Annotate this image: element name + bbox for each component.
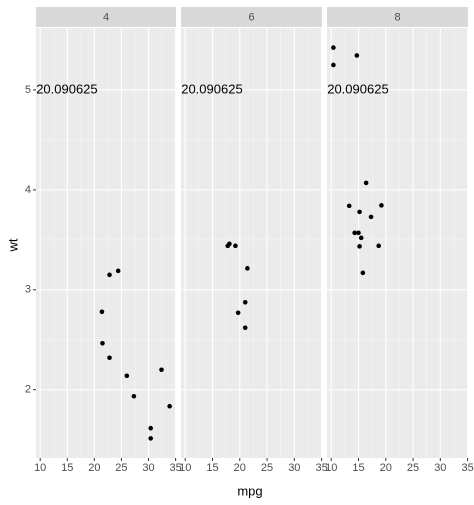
point bbox=[352, 230, 357, 236]
x-tick-label: 20 bbox=[380, 462, 392, 474]
x-tick-label: 15 bbox=[352, 462, 364, 474]
point bbox=[368, 214, 374, 220]
x-tick-label: 20 bbox=[234, 462, 246, 474]
point bbox=[167, 403, 172, 409]
x-tick-label: 30 bbox=[434, 462, 446, 474]
x-tick-label: 30 bbox=[142, 462, 154, 474]
point bbox=[148, 436, 153, 441]
x-tick-label: 15 bbox=[61, 462, 73, 474]
panel bbox=[36, 28, 176, 458]
y-tick-label: 4 bbox=[25, 184, 31, 196]
x-tick-label: 20 bbox=[88, 462, 100, 474]
point bbox=[376, 243, 381, 249]
point bbox=[346, 203, 352, 209]
point bbox=[357, 244, 362, 249]
strip bbox=[36, 7, 176, 27]
x-tick-label: 25 bbox=[261, 462, 273, 474]
point bbox=[242, 325, 248, 331]
strip bbox=[327, 7, 468, 27]
x-tick-label: 10 bbox=[179, 462, 191, 474]
annotation: 20.090625 bbox=[181, 81, 242, 96]
y-tick-label: 3 bbox=[25, 284, 31, 296]
point bbox=[99, 309, 105, 315]
strip-label: 4 bbox=[103, 11, 109, 23]
annotation: 20.090625 bbox=[327, 81, 388, 96]
point bbox=[124, 373, 130, 379]
x-tick-label: 15 bbox=[206, 462, 218, 474]
point bbox=[131, 393, 137, 399]
point bbox=[363, 180, 369, 186]
strip bbox=[181, 7, 322, 27]
point bbox=[356, 230, 361, 236]
x-axis-label: mpg bbox=[237, 483, 262, 498]
point bbox=[100, 340, 105, 346]
x-tick-label: 25 bbox=[115, 462, 127, 474]
strip-label: 6 bbox=[248, 11, 254, 23]
x-tick-label: 10 bbox=[34, 462, 46, 474]
point bbox=[242, 300, 248, 305]
point bbox=[159, 367, 164, 373]
x-tick-label: 25 bbox=[407, 462, 419, 474]
x-tick-label: 35 bbox=[461, 462, 473, 474]
point bbox=[331, 62, 336, 68]
point bbox=[233, 243, 238, 249]
point bbox=[358, 235, 364, 241]
point bbox=[360, 270, 366, 276]
point bbox=[379, 203, 384, 208]
annotation: 20.090625 bbox=[36, 81, 97, 96]
x-tick-label: 35 bbox=[315, 462, 327, 474]
point bbox=[354, 53, 360, 58]
point bbox=[148, 425, 153, 431]
x-tick-label: 10 bbox=[325, 462, 337, 474]
point bbox=[107, 355, 112, 361]
y-axis-label: wt bbox=[5, 238, 20, 252]
point bbox=[357, 209, 362, 215]
x-tick-label: 30 bbox=[288, 462, 300, 474]
y-tick-label: 5 bbox=[25, 84, 31, 96]
point bbox=[245, 266, 250, 271]
panel bbox=[327, 28, 468, 458]
strip-label: 8 bbox=[394, 11, 400, 23]
point bbox=[331, 45, 336, 50]
y-tick-label: 2 bbox=[25, 384, 31, 396]
point bbox=[107, 272, 112, 278]
x-tick-label: 35 bbox=[169, 462, 181, 474]
point bbox=[225, 243, 231, 249]
panel bbox=[181, 28, 322, 458]
point bbox=[115, 268, 121, 274]
point bbox=[235, 310, 241, 316]
